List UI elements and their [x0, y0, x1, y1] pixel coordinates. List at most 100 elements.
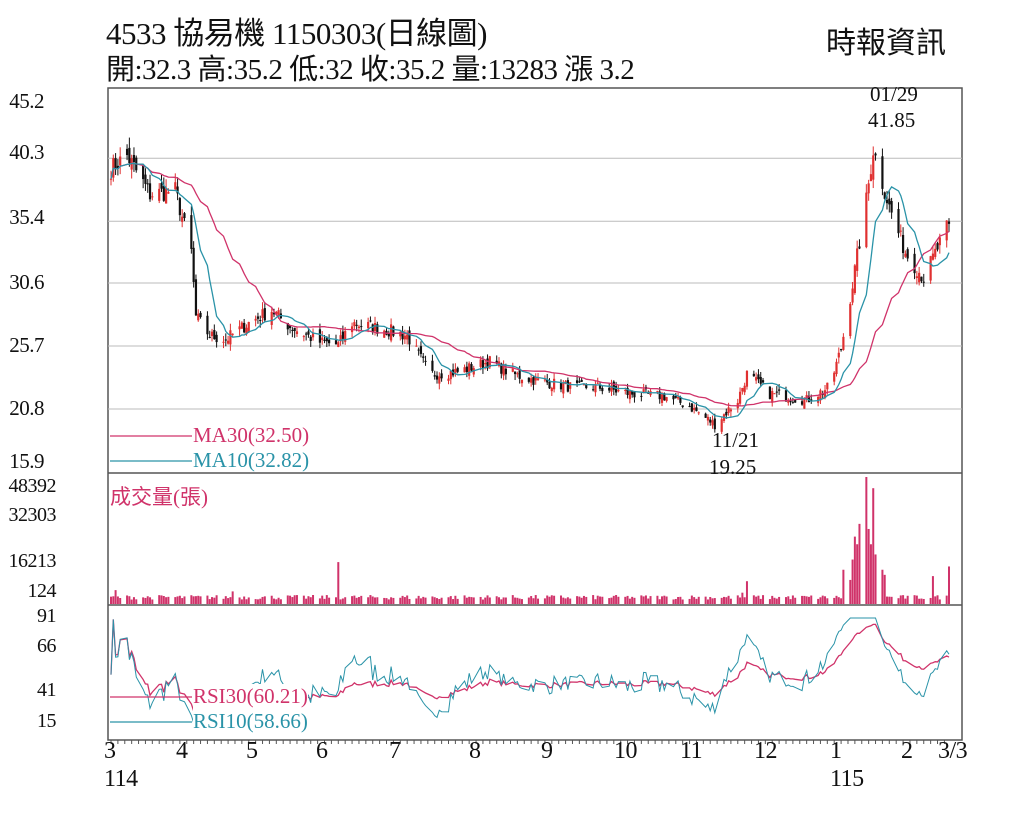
volume-bar [725, 597, 728, 604]
rsi-tick-label: 66 [37, 635, 57, 657]
candle-body [823, 390, 827, 398]
volume-bar [286, 595, 289, 604]
candle-body [784, 390, 788, 402]
volume-bar [778, 596, 781, 604]
candle-body [608, 387, 611, 391]
volume-bar [543, 598, 546, 604]
volume-bar [883, 574, 886, 604]
volume-bar [135, 599, 138, 604]
volume-bar [142, 597, 145, 604]
candle-body [681, 405, 684, 408]
volume-bar [897, 598, 900, 604]
volume-bar [640, 595, 643, 604]
volume-bar [128, 596, 131, 604]
volume-bar [119, 597, 122, 604]
x-tick-label: 9 [541, 738, 553, 764]
candle-body [376, 324, 379, 334]
candle-body [566, 380, 569, 392]
candle-body [210, 331, 214, 337]
volume-bar [211, 597, 214, 604]
candle-body [339, 335, 342, 342]
volume-bar [472, 597, 475, 604]
volume-tick-label: 124 [27, 580, 57, 602]
rsi-tick-label: 91 [37, 605, 57, 627]
volume-bar [114, 590, 117, 604]
candle-body [688, 406, 691, 408]
volume-bar [192, 596, 195, 604]
volume-bar [465, 597, 468, 604]
candle-body [546, 379, 549, 383]
candle-body [913, 253, 916, 274]
candle-body [929, 256, 932, 281]
volume-bar [479, 596, 482, 604]
volume-bar [644, 595, 647, 604]
volume-bar [688, 598, 691, 604]
volume-bar [906, 595, 909, 604]
volume-bar [162, 596, 165, 604]
candle-body [865, 192, 868, 248]
volume-bar [224, 596, 227, 604]
volume-bar [415, 598, 418, 604]
candle-body [245, 327, 248, 335]
candle-body [181, 216, 184, 222]
volume-bar [904, 598, 907, 604]
volume-bar [918, 598, 921, 604]
volume-bar [222, 598, 225, 604]
volume-bar [787, 596, 790, 604]
rsi-tick-label: 41 [37, 679, 57, 701]
candle-body [174, 182, 177, 190]
candle-body [773, 393, 776, 395]
candle-body [328, 339, 331, 344]
volume-bar [307, 596, 310, 604]
candle-body [695, 407, 698, 412]
volume-bar [784, 597, 787, 604]
candle-body [918, 272, 921, 283]
candle-body [344, 330, 347, 342]
volume-bar [934, 596, 937, 604]
volume-bar [773, 597, 776, 604]
rsi-tick-label: 15 [37, 710, 57, 732]
volume-bar [578, 596, 581, 604]
volume-bar [890, 596, 893, 604]
volume-bar [130, 599, 133, 604]
volume-bar [869, 544, 872, 604]
candle-body [594, 384, 597, 393]
candle-body [598, 384, 602, 389]
volume-bar [704, 596, 707, 604]
candle-body [295, 331, 299, 335]
volume-bar [385, 598, 388, 604]
candle-body [215, 334, 218, 343]
volume-bar [824, 596, 827, 604]
volume-bar [344, 597, 347, 604]
candle-body [768, 386, 772, 399]
volume-bar [842, 569, 845, 604]
candle-body [580, 379, 583, 382]
candle-body [532, 377, 535, 385]
volume-bar [245, 599, 248, 604]
candle-body [665, 397, 668, 402]
volume-bar [759, 598, 762, 604]
volume-bar [500, 599, 503, 604]
volume-bar [470, 597, 473, 604]
candle-body [679, 397, 682, 403]
candle-body [463, 367, 466, 373]
volume-bar [801, 595, 804, 604]
candle-body [819, 390, 822, 401]
volume-bar [181, 598, 184, 604]
candle-body [403, 335, 406, 340]
volume-bar [741, 592, 744, 604]
candle-body [858, 246, 861, 249]
volume-bar [309, 597, 312, 604]
volume-bar [534, 595, 537, 604]
candle-body [479, 359, 482, 367]
candle-body [771, 391, 774, 403]
candle-body [658, 391, 661, 400]
candle-body [486, 358, 489, 369]
volume-bar [856, 544, 859, 604]
volume-bar [291, 597, 294, 604]
volume-bar [433, 597, 436, 604]
volume-bar [376, 597, 379, 604]
candle-body [208, 336, 211, 338]
volume-bar [867, 528, 870, 604]
volume-bar [374, 597, 377, 604]
